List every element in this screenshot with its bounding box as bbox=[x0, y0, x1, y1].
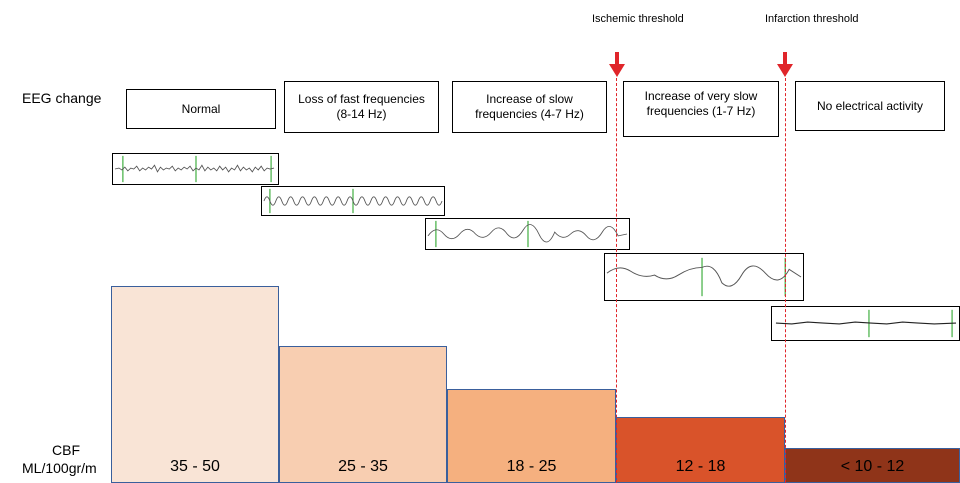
infarction-threshold-label: Infarction threshold bbox=[765, 13, 859, 25]
cbf-bar-increase-slow: 18 - 25 bbox=[447, 389, 616, 483]
stage-box-loss-fast: Loss of fast frequencies (8-14 Hz) bbox=[284, 81, 439, 133]
cbf-value: 35 - 50 bbox=[170, 458, 220, 475]
infarction-threshold-arrow-icon bbox=[777, 52, 793, 77]
stage-box-increase-slow: Increase of slow frequencies (4-7 Hz) bbox=[452, 81, 607, 133]
ischemic-threshold-line bbox=[616, 78, 617, 483]
eeg-trace-normal bbox=[112, 153, 279, 185]
cbf-value: 25 - 35 bbox=[338, 458, 388, 475]
eeg-trace-increase-very-slow bbox=[604, 253, 804, 301]
cbf-bar-normal: 35 - 50 bbox=[111, 286, 279, 483]
cbf-value: 12 - 18 bbox=[675, 458, 726, 475]
cbf-value: < 10 - 12 bbox=[840, 458, 905, 475]
ischemic-threshold-label: Ischemic threshold bbox=[592, 13, 684, 25]
eeg-trace-loss-fast bbox=[261, 186, 445, 216]
eeg-trace-increase-slow bbox=[425, 218, 630, 250]
stage-box-increase-very-slow: Increase of very slow frequencies (1-7 H… bbox=[623, 81, 779, 137]
infarction-threshold-line bbox=[785, 78, 786, 483]
stage-box-no-activity: No electrical activity bbox=[795, 81, 945, 131]
cbf-label: CBF bbox=[52, 442, 80, 458]
cbf-unit-label: ML/100gr/m bbox=[22, 460, 97, 476]
eeg-change-label: EEG change bbox=[22, 90, 102, 106]
cbf-bar-no-activity: < 10 - 12 bbox=[785, 448, 960, 483]
stage-box-normal: Normal bbox=[126, 89, 276, 129]
cbf-value: 18 - 25 bbox=[506, 458, 557, 475]
eeg-trace-no-activity bbox=[771, 306, 960, 341]
ischemic-threshold-arrow-icon bbox=[609, 52, 625, 77]
cbf-bar-loss-fast: 25 - 35 bbox=[279, 346, 447, 483]
cbf-bar-increase-very-slow: 12 - 18 bbox=[616, 417, 785, 483]
